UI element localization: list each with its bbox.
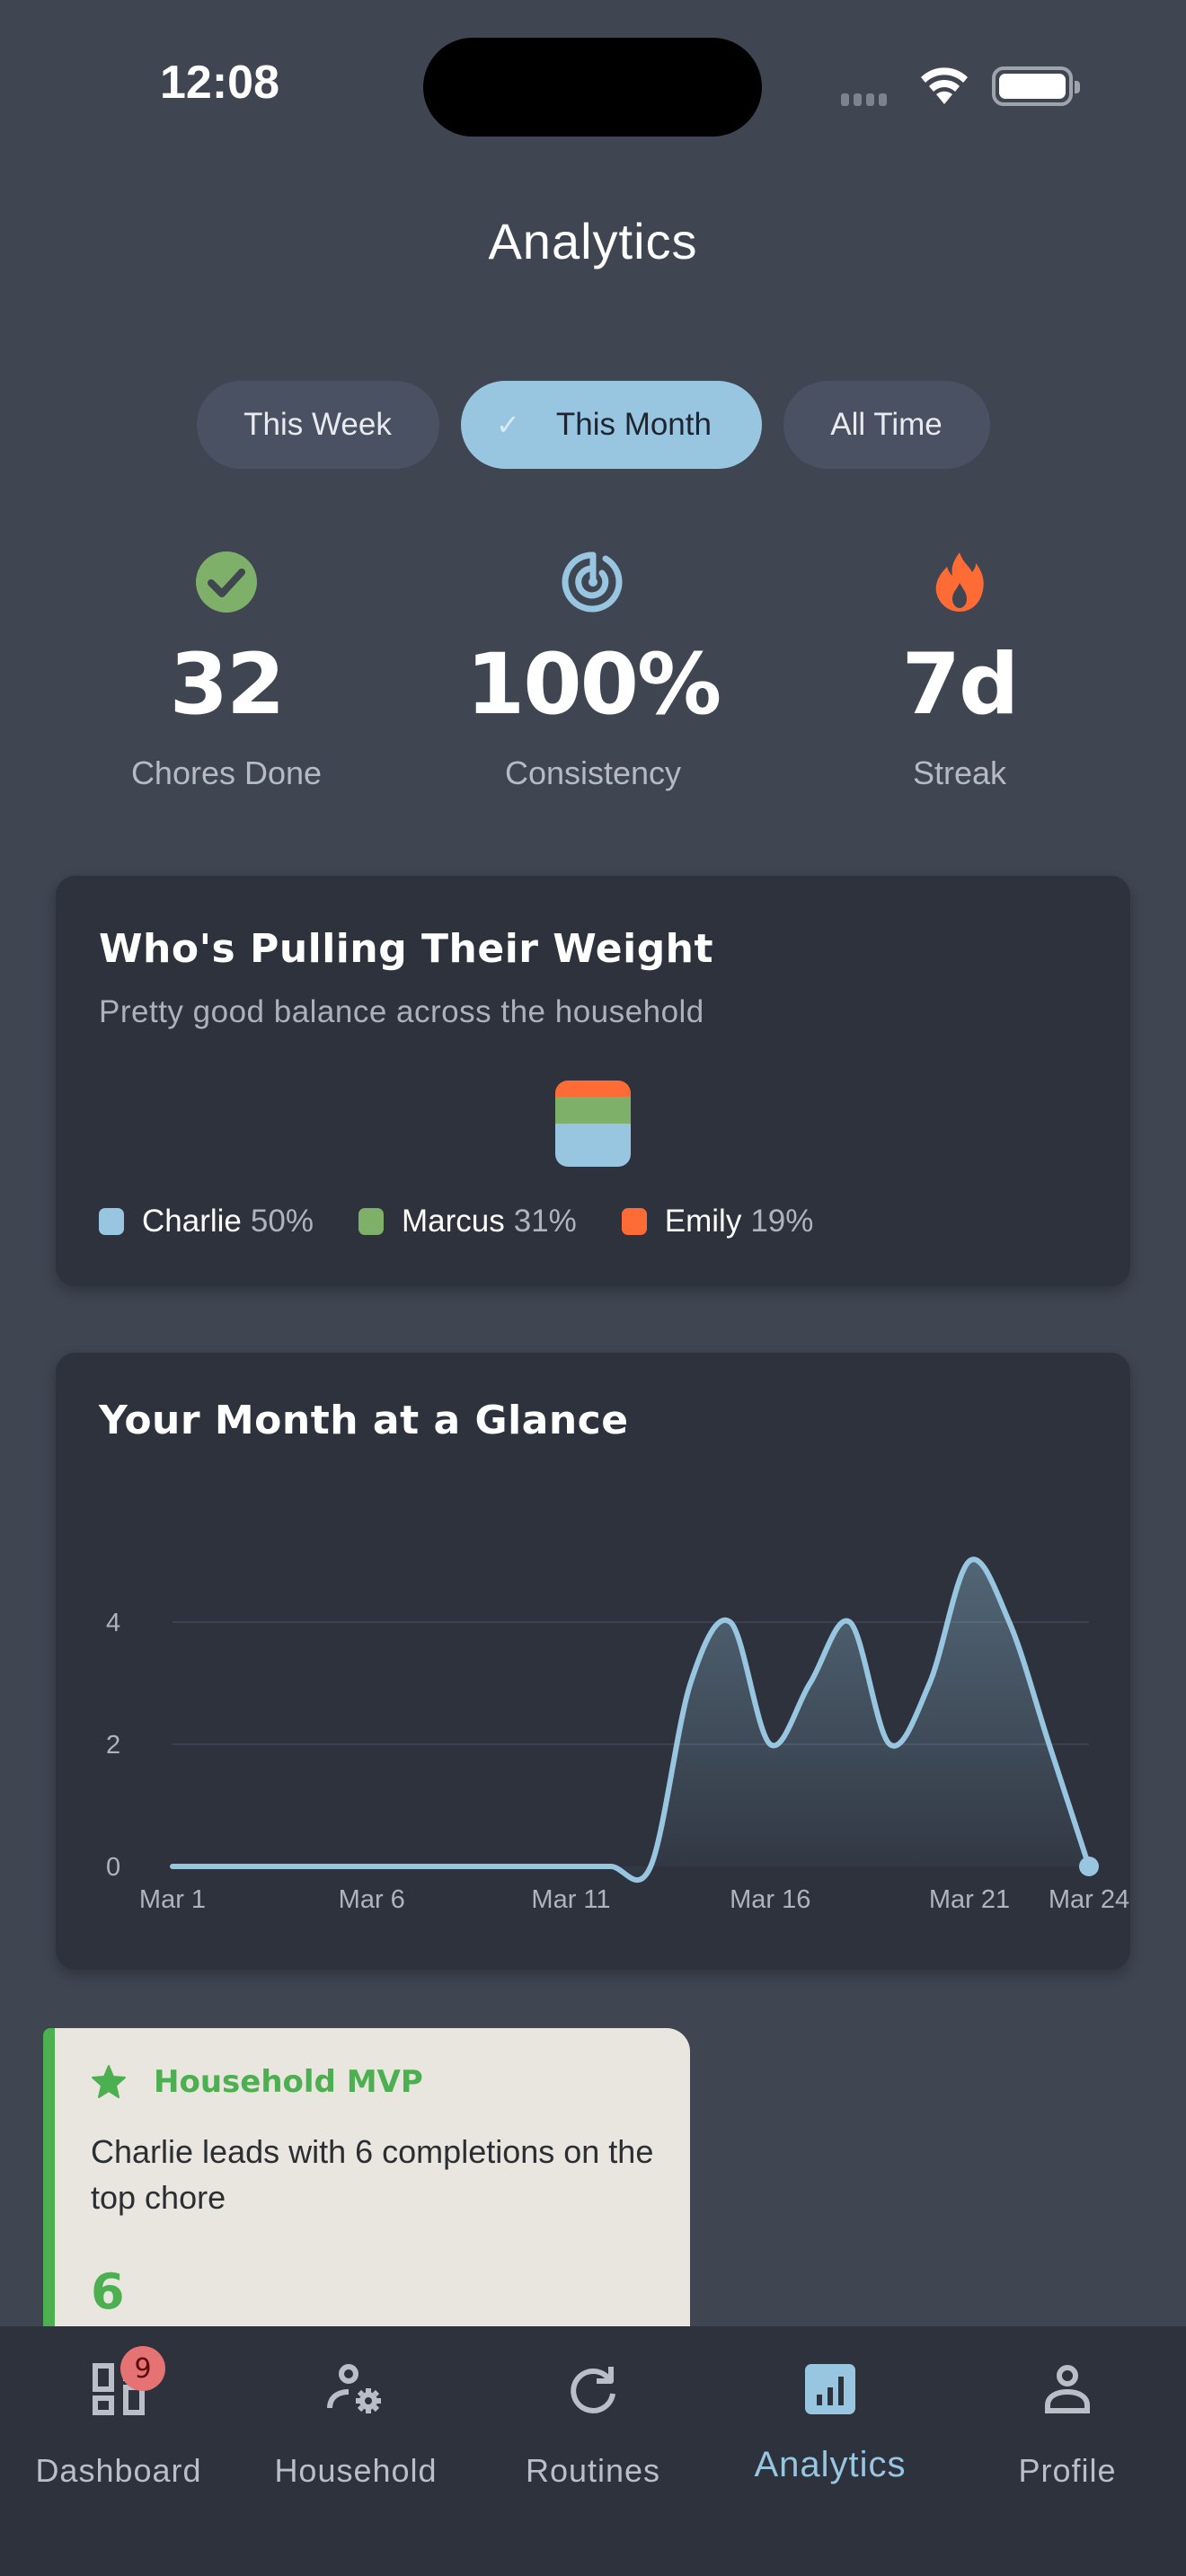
target-icon (413, 546, 773, 618)
svg-text:2: 2 (106, 1731, 120, 1760)
legend-swatch (99, 1208, 124, 1235)
balance-card: Who's Pulling Their Weight Pretty good b… (56, 876, 1130, 1286)
notification-badge: 9 (120, 2346, 165, 2391)
profile-icon (949, 2362, 1186, 2416)
star-icon (92, 2065, 126, 2098)
flame-icon (780, 546, 1139, 618)
filter-this-week[interactable]: This Week (196, 381, 439, 469)
legend-item-emily: Emily 19% (621, 1204, 813, 1239)
svg-text:Mar 11: Mar 11 (531, 1885, 610, 1914)
nav-profile[interactable]: Profile (949, 2362, 1186, 2490)
balance-card-subtitle: Pretty good balance across the household (99, 994, 704, 1029)
month-card-title: Your Month at a Glance (99, 1398, 629, 1443)
battery-icon (992, 66, 1080, 106)
svg-text:Mar 6: Mar 6 (339, 1885, 405, 1914)
nav-dashboard[interactable]: 9 Dashboard (0, 2346, 237, 2490)
nav-routines[interactable]: Routines (474, 2362, 712, 2490)
cellular-signal-icon (841, 93, 887, 106)
dynamic-island (423, 38, 762, 137)
svg-text:Mar 24: Mar 24 (1049, 1885, 1129, 1914)
status-time: 12:08 (160, 57, 279, 109)
balance-legend: Charlie 50% Marcus 31% Emily 19% (99, 1204, 813, 1239)
bottom-nav: 9 Dashboard Household Routines Analytics… (0, 2326, 1186, 2576)
mvp-value: 6 (91, 2263, 125, 2320)
filter-this-month[interactable]: ✓ This Month (460, 381, 762, 469)
legend-item-marcus: Marcus 31% (358, 1204, 577, 1239)
stat-streak: 7d Streak (780, 546, 1139, 792)
analytics-icon (712, 2362, 949, 2416)
mvp-header: Household MVP (91, 2064, 423, 2100)
legend-item-charlie: Charlie 50% (99, 1204, 314, 1239)
filter-all-time[interactable]: All Time (783, 381, 990, 469)
household-settings-icon (237, 2362, 474, 2416)
balance-card-title: Who's Pulling Their Weight (99, 926, 714, 972)
stat-chores-done: 32 Chores Done (47, 546, 406, 792)
nav-analytics[interactable]: Analytics (712, 2362, 949, 2485)
checkmark-icon: ✓ (496, 409, 520, 441)
bar-segment-emily (555, 1081, 631, 1098)
nav-household[interactable]: Household (237, 2362, 474, 2490)
month-glance-card: Your Month at a Glance 0 2 4 Mar 1 Mar 6 Mar … (56, 1353, 1130, 1970)
svg-text:0: 0 (106, 1853, 120, 1882)
mvp-description: Charlie leads with 6 completions on the … (91, 2133, 654, 2216)
legend-swatch (358, 1208, 384, 1235)
wifi-icon (918, 65, 970, 110)
page-title: Analytics (488, 213, 698, 269)
time-range-filter: This Week ✓ This Month All Time (0, 381, 1186, 469)
svg-text:Mar 16: Mar 16 (730, 1885, 810, 1914)
month-area-chart: 0 2 4 Mar 1 Mar 6 Mar 11 Mar 16 Mar 21 Mar 24 (106, 1557, 1129, 1914)
dashboard-icon: 9 (0, 2346, 237, 2416)
bar-segment-marcus (555, 1097, 631, 1124)
stat-consistency: 100% Consistency (413, 546, 773, 792)
svg-text:4: 4 (106, 1609, 120, 1637)
bar-segment-charlie (555, 1123, 631, 1167)
contribution-stacked-bar (555, 1081, 631, 1167)
svg-text:Mar 1: Mar 1 (139, 1885, 206, 1914)
refresh-icon (474, 2362, 712, 2416)
svg-text:Mar 21: Mar 21 (929, 1885, 1010, 1914)
check-circle-icon (47, 546, 406, 618)
legend-swatch (621, 1208, 647, 1235)
